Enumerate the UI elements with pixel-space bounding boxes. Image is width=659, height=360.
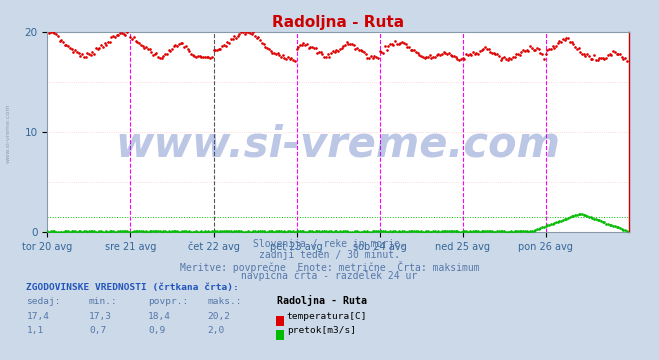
Text: Slovenija / reke in morje.: Slovenija / reke in morje.: [253, 239, 406, 249]
Text: 17,3: 17,3: [89, 312, 112, 321]
Text: 2,0: 2,0: [208, 326, 225, 335]
Text: 20,2: 20,2: [208, 312, 231, 321]
Text: pretok[m3/s]: pretok[m3/s]: [287, 326, 356, 335]
Text: 0,9: 0,9: [148, 326, 165, 335]
Text: 0,7: 0,7: [89, 326, 106, 335]
Text: temperatura[C]: temperatura[C]: [287, 312, 367, 321]
Text: 17,4: 17,4: [26, 312, 49, 321]
Text: 1,1: 1,1: [26, 326, 43, 335]
Text: maks.:: maks.:: [208, 297, 242, 306]
Text: 18,4: 18,4: [148, 312, 171, 321]
Text: Radoljna - Ruta: Radoljna - Ruta: [277, 295, 367, 306]
Text: zadnji teden / 30 minut.: zadnji teden / 30 minut.: [259, 250, 400, 260]
Title: Radoljna - Ruta: Radoljna - Ruta: [272, 15, 404, 30]
Text: Meritve: povprečne  Enote: metrične  Črta: maksimum: Meritve: povprečne Enote: metrične Črta:…: [180, 261, 479, 273]
Text: ZGODOVINSKE VREDNOSTI (črtkana črta):: ZGODOVINSKE VREDNOSTI (črtkana črta):: [26, 283, 239, 292]
Text: www.si-vreme.com: www.si-vreme.com: [115, 123, 561, 165]
Text: navpična črta - razdelek 24 ur: navpična črta - razdelek 24 ur: [241, 271, 418, 281]
Text: min.:: min.:: [89, 297, 118, 306]
Text: povpr.:: povpr.:: [148, 297, 188, 306]
Text: sedaj:: sedaj:: [26, 297, 61, 306]
Text: www.si-vreme.com: www.si-vreme.com: [5, 103, 11, 163]
